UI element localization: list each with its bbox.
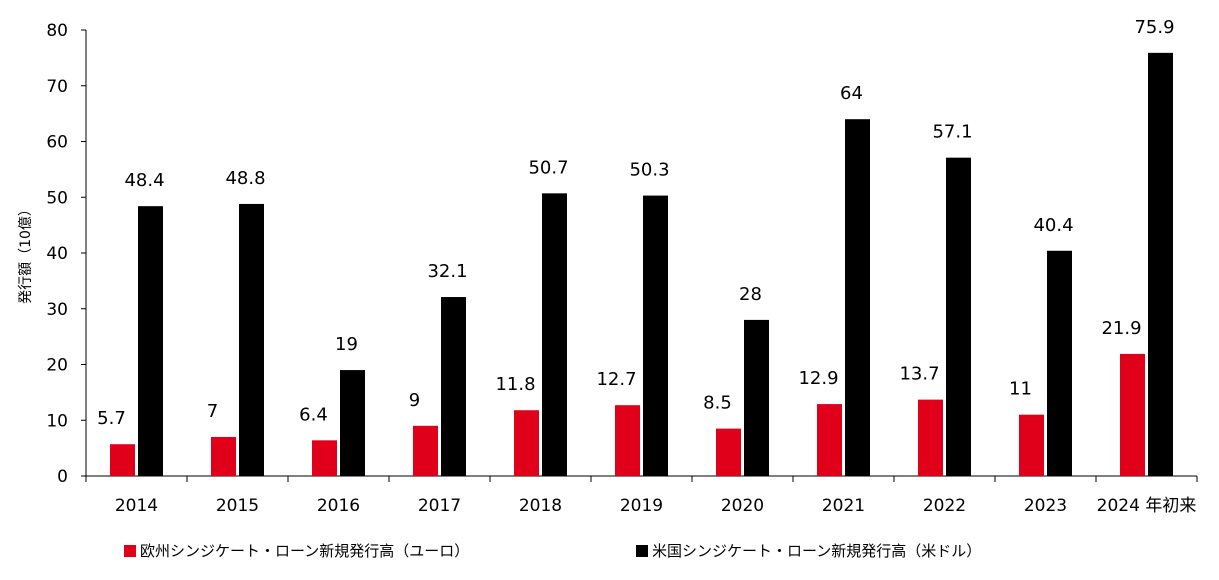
legend-label-us: 米国シンジケート・ローン新規発行高（米ドル） bbox=[652, 542, 982, 560]
y-tick-label: 80 bbox=[46, 21, 68, 41]
data-label-us: 40.4 bbox=[1033, 215, 1073, 236]
bar-europe bbox=[817, 404, 842, 476]
x-tick-label: 2015 bbox=[216, 496, 259, 516]
data-label-us: 32.1 bbox=[427, 261, 467, 282]
data-label-europe: 13.7 bbox=[899, 364, 939, 385]
data-label-us: 48.8 bbox=[225, 168, 265, 189]
x-tick-label: 2018 bbox=[519, 496, 562, 516]
legend-item-us: 米国シンジケート・ローン新規発行高（米ドル） bbox=[636, 540, 981, 561]
x-tick-label: 2021 bbox=[822, 496, 865, 516]
x-tick-label: 2024 年初来 bbox=[1097, 496, 1197, 516]
data-label-europe: 7 bbox=[207, 401, 218, 422]
bar-europe bbox=[716, 428, 741, 476]
y-tick-label: 20 bbox=[46, 356, 68, 376]
y-axis-title: 発行額（10億） bbox=[18, 202, 34, 304]
data-label-europe: 6.4 bbox=[299, 404, 328, 425]
bar-europe bbox=[918, 399, 943, 476]
data-label-us: 75.9 bbox=[1134, 17, 1174, 38]
bar-europe bbox=[211, 436, 236, 476]
data-label-europe: 21.9 bbox=[1101, 318, 1141, 339]
legend: 欧州シンジケート・ローン新規発行高（ユーロ） 米国シンジケート・ローン新規発行高… bbox=[0, 540, 1219, 564]
bar-us bbox=[239, 203, 264, 476]
bar-us bbox=[643, 195, 668, 476]
y-tick-label: 0 bbox=[57, 467, 68, 487]
x-tick-label: 2017 bbox=[418, 496, 461, 516]
legend-item-europe: 欧州シンジケート・ローン新規発行高（ユーロ） bbox=[124, 540, 469, 561]
data-label-us: 50.7 bbox=[528, 157, 568, 178]
data-label-us: 48.4 bbox=[124, 170, 164, 191]
bar-europe bbox=[615, 405, 640, 476]
data-label-us: 57.1 bbox=[932, 122, 972, 143]
bar-us bbox=[744, 319, 769, 476]
data-label-europe: 8.5 bbox=[703, 393, 732, 414]
bar-europe bbox=[413, 425, 438, 476]
bars-group bbox=[110, 52, 1173, 477]
data-label-us: 28 bbox=[739, 284, 762, 305]
data-label-europe: 11 bbox=[1009, 379, 1032, 400]
data-label-us: 64 bbox=[840, 83, 863, 104]
data-label-us: 50.3 bbox=[629, 160, 669, 181]
bar-us bbox=[441, 297, 466, 476]
x-axis-ticks: 2014 2015 2016 2017 2018 2019 2020 2021 2022 2023… bbox=[85, 476, 1198, 516]
legend-swatch-europe bbox=[124, 544, 136, 557]
bar-europe bbox=[1019, 414, 1044, 476]
data-label-europe: 11.8 bbox=[495, 374, 535, 395]
legend-swatch-us bbox=[636, 544, 648, 557]
data-label-europe: 5.7 bbox=[97, 408, 126, 429]
bar-us bbox=[138, 206, 163, 477]
bar-us bbox=[1148, 52, 1173, 477]
y-tick-label: 30 bbox=[46, 300, 68, 320]
bar-us bbox=[340, 370, 365, 476]
x-tick-label: 2016 bbox=[317, 496, 360, 516]
y-axis-ticks: 0 10 20 30 40 50 60 70 80 bbox=[46, 21, 86, 487]
y-tick-label: 70 bbox=[46, 77, 68, 97]
bar-us bbox=[946, 157, 971, 477]
y-tick-label: 50 bbox=[46, 188, 68, 208]
bar-europe bbox=[312, 440, 337, 476]
y-tick-label: 10 bbox=[46, 411, 68, 431]
x-tick-label: 2022 bbox=[923, 496, 966, 516]
x-tick-label: 2019 bbox=[620, 496, 663, 516]
bar-europe bbox=[514, 410, 539, 476]
bar-us bbox=[1047, 250, 1072, 476]
y-tick-label: 40 bbox=[46, 244, 68, 264]
data-label-us: 19 bbox=[335, 334, 358, 355]
data-label-europe: 9 bbox=[409, 390, 420, 411]
legend-label-europe: 欧州シンジケート・ローン新規発行高（ユーロ） bbox=[140, 542, 470, 560]
bar-us bbox=[845, 119, 870, 476]
data-label-europe: 12.9 bbox=[798, 368, 838, 389]
x-tick-label: 2014 bbox=[115, 496, 158, 516]
data-labels-group: 5.7 7 6.4 9 11.8 12.7 8.5 12.9 13.7 11 21.9 48.4 48.… bbox=[97, 17, 1174, 429]
bar-us bbox=[542, 193, 567, 476]
bar-europe bbox=[1120, 353, 1145, 476]
data-label-europe: 12.7 bbox=[596, 369, 636, 390]
x-tick-label: 2020 bbox=[721, 496, 764, 516]
y-tick-label: 60 bbox=[46, 133, 68, 153]
x-tick-label: 2023 bbox=[1024, 496, 1067, 516]
bar-europe bbox=[110, 444, 135, 476]
